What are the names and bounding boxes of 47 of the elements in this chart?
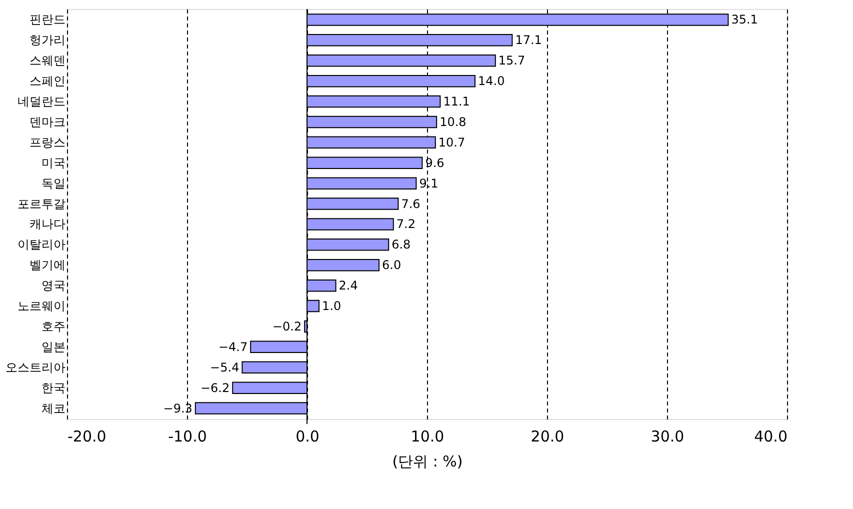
y-tick-label: 영국 — [42, 278, 66, 293]
y-tick-label: 덴마크 — [30, 114, 66, 129]
data-label: −4.7 — [218, 340, 248, 354]
data-label: 1.0 — [322, 299, 342, 314]
y-tick-label: 일본 — [42, 340, 66, 354]
data-label: 6.8 — [392, 238, 411, 252]
y-tick-label: 캐나다 — [30, 217, 66, 232]
data-label: 6.0 — [382, 258, 402, 272]
data-label: 10.8 — [440, 114, 466, 129]
data-label: 7.6 — [401, 196, 420, 211]
y-tick-label: 이탈리아 — [18, 238, 66, 252]
y-tick-label: 핀란드 — [30, 12, 66, 27]
data-label: −6.2 — [200, 380, 230, 395]
y-tick-label: 체코 — [42, 401, 66, 416]
y-tick-label: 네덜란드 — [18, 94, 66, 109]
x-tick-label: 40.0 — [754, 428, 788, 446]
x-tick-label: 10.0 — [410, 428, 444, 446]
data-label: 11.1 — [443, 94, 470, 109]
y-tick-label: 헝가리 — [30, 33, 66, 48]
data-label: 15.7 — [498, 54, 526, 68]
y-tick-label: 스웨덴 — [30, 54, 66, 68]
y-tick-label: 미국 — [42, 156, 66, 170]
data-label: −9.3 — [163, 401, 192, 416]
x-tick-label: 0.0 — [296, 428, 320, 446]
y-tick-label: 오스트리아 — [6, 360, 66, 374]
y-tick-label: 포르투갈 — [18, 196, 66, 211]
data-label: 14.0 — [478, 74, 505, 88]
y-tick-label: 프랑스 — [30, 135, 66, 150]
y-tick-label: 한국 — [42, 380, 66, 395]
data-label: 7.2 — [396, 217, 416, 232]
y-tick-label: 노르웨이 — [18, 299, 66, 314]
data-label: 35.1 — [731, 12, 758, 27]
data-label: −5.4 — [210, 360, 240, 374]
data-label: 17.1 — [515, 33, 542, 48]
x-tick-label: 30.0 — [650, 428, 684, 446]
y-tick-label: 호주 — [42, 319, 66, 334]
data-label: −0.2 — [272, 319, 302, 334]
y-tick-label: 벨기에 — [30, 258, 66, 272]
x-tick-label: -20.0 — [68, 428, 106, 446]
data-label: 2.4 — [338, 278, 358, 293]
x-tick-label: -10.0 — [168, 428, 207, 446]
y-tick-label: 독일 — [42, 176, 66, 190]
x-tick-label: 20.0 — [530, 428, 564, 446]
data-label: 10.7 — [438, 135, 466, 150]
x-axis-title: (단위 : %) — [392, 452, 463, 470]
data-label: 9.1 — [419, 176, 438, 190]
y-tick-label: 스페인 — [30, 74, 66, 88]
